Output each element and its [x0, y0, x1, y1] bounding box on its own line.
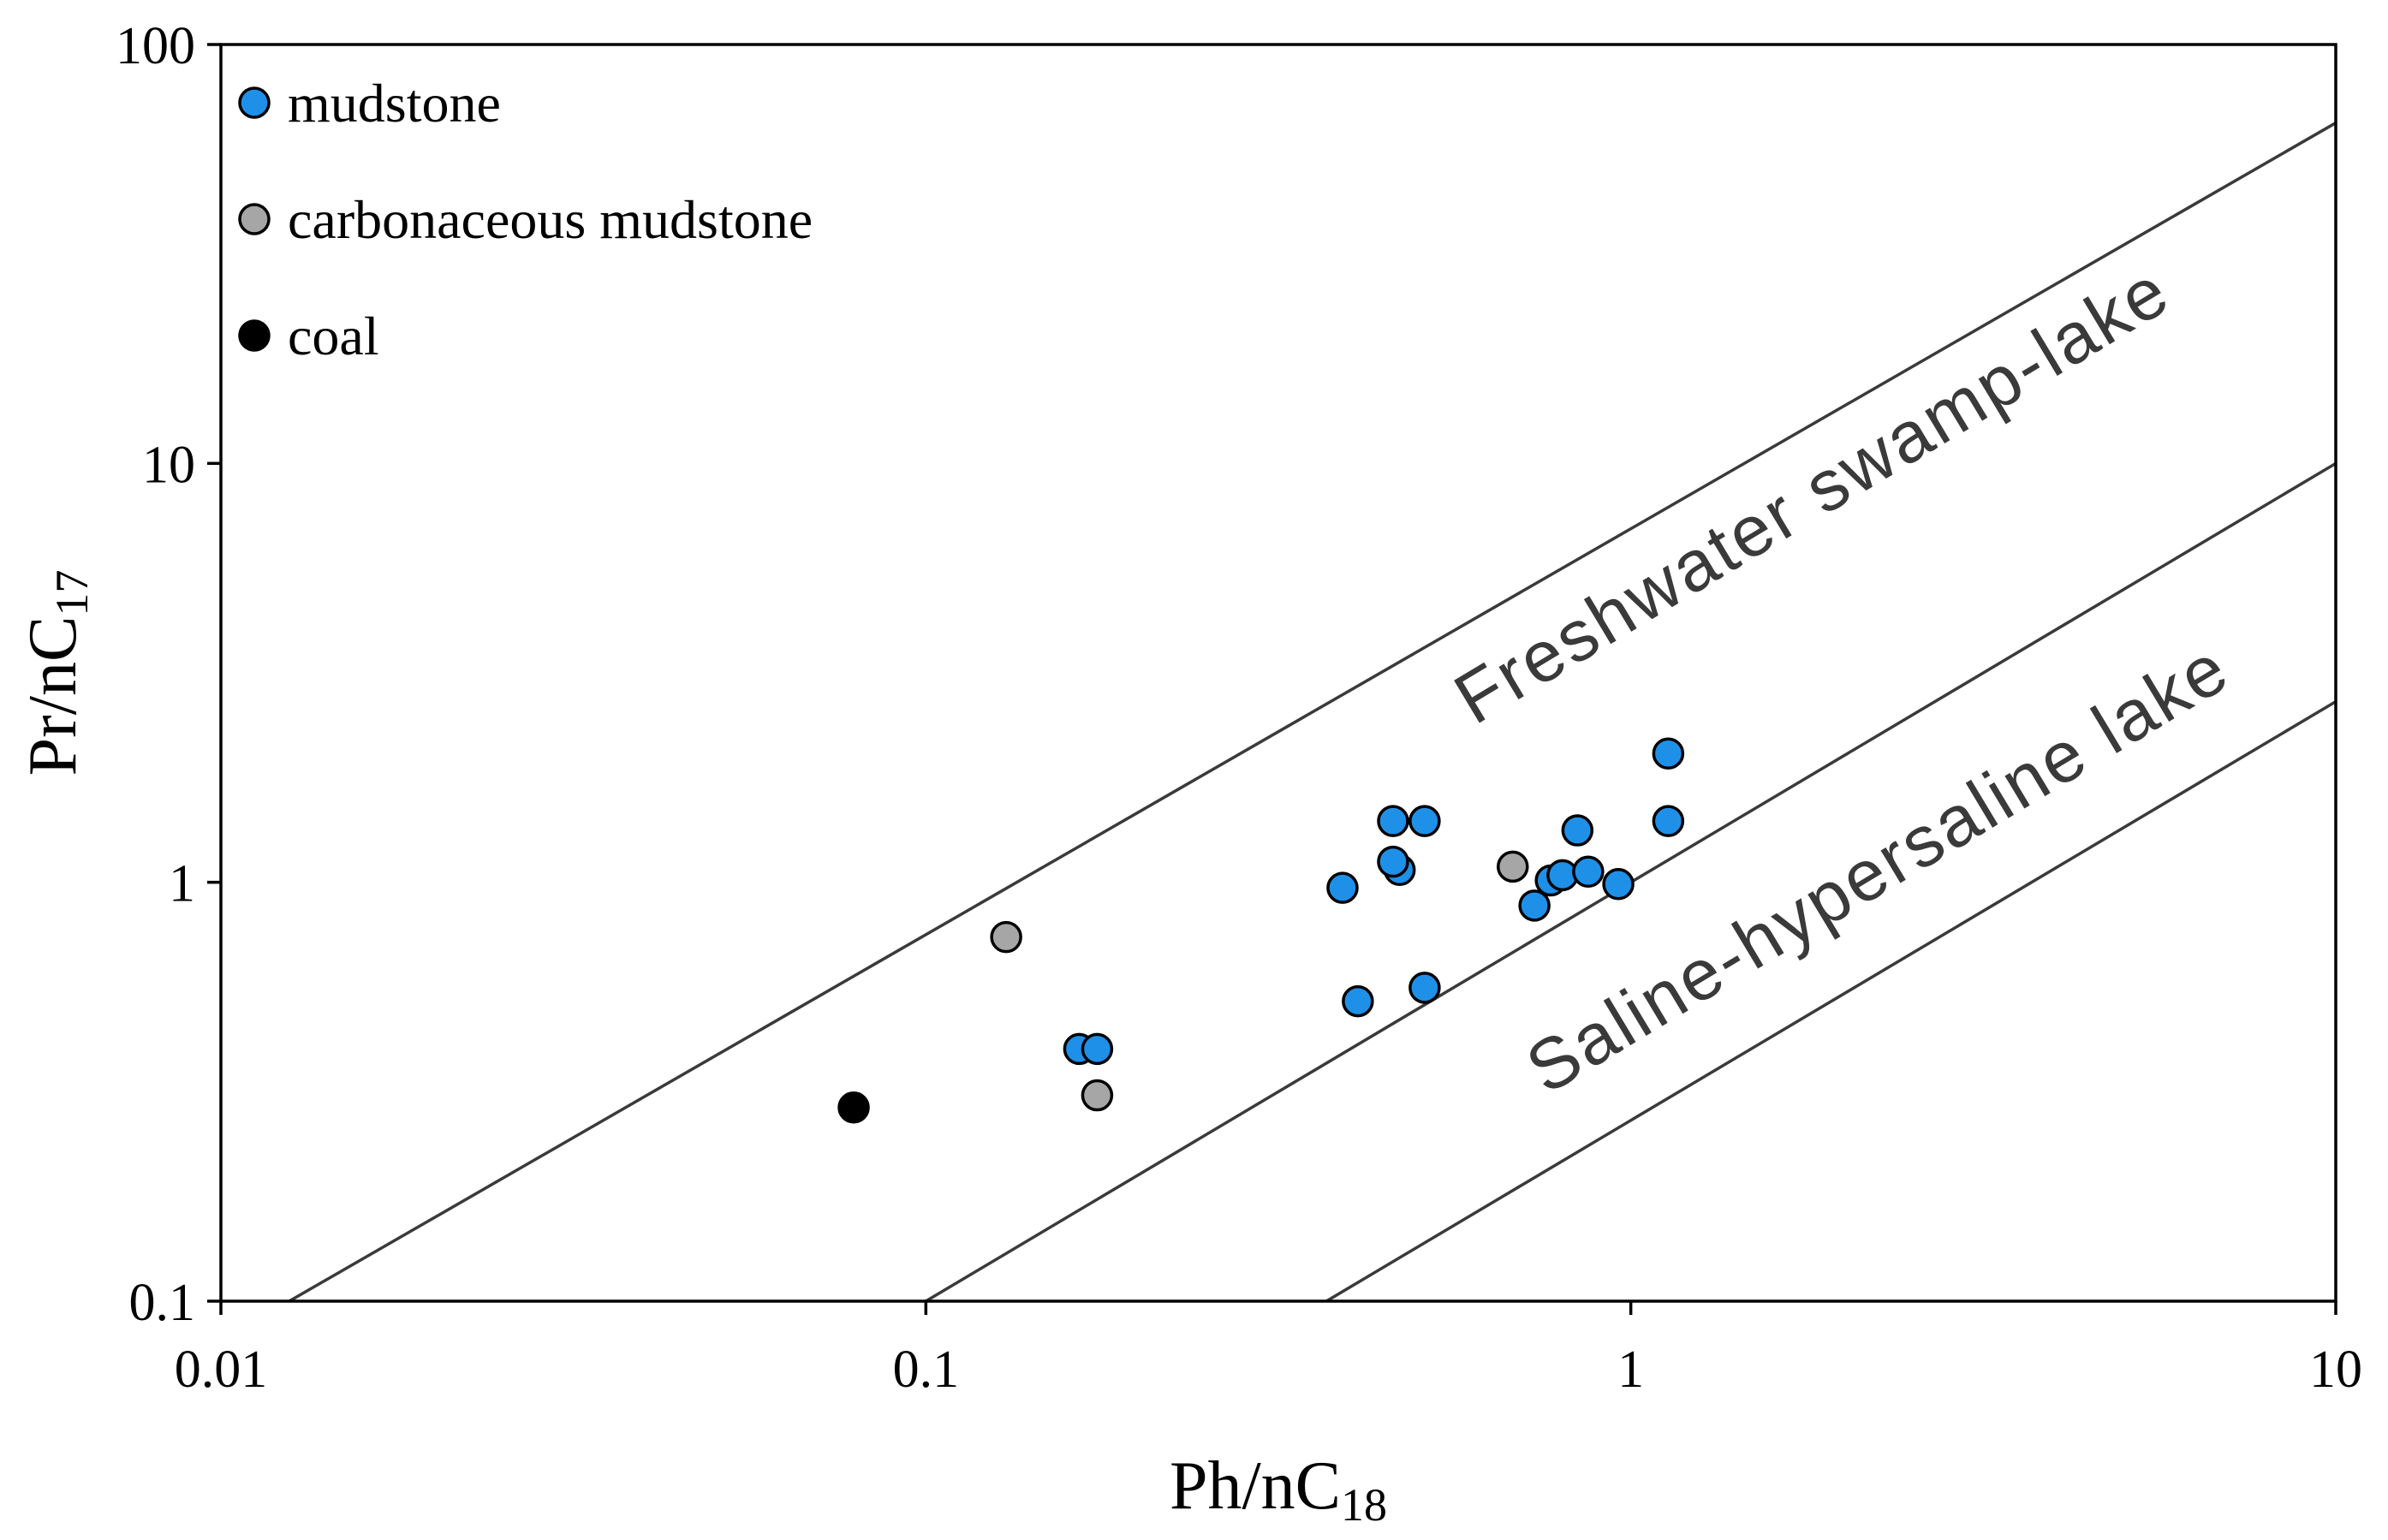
zone-label-freshwater: Freshwater swamp-lake [1441, 249, 2183, 739]
x-tick-label: 0.1 [893, 1341, 960, 1399]
data-point-mudstone [1572, 855, 1605, 889]
y-axis-title: Pr/nC17 [15, 570, 98, 776]
x-axis-title: Ph/nC18 [1170, 1448, 1387, 1531]
data-point-mudstone [1081, 1032, 1114, 1066]
data-point-mudstone [1377, 805, 1409, 837]
y-tick-label: 0.1 [129, 1274, 196, 1332]
x-tick-label: 1 [1617, 1341, 1644, 1399]
data-point-coal [837, 1091, 870, 1124]
reference-line [1325, 700, 2336, 1301]
zone-labels: Freshwater swamp-lake Saline-hypersaline… [1441, 249, 2242, 1109]
data-point-mudstone [1652, 737, 1685, 770]
y-tick-label: 10 [142, 436, 195, 494]
y-tick-label: 1 [169, 855, 195, 913]
legend-item-carbonaceous-mudstone: carbonaceous mudstone [238, 189, 813, 250]
legend: mudstone carbonaceous mudstone coal [238, 73, 813, 366]
data-point-mudstone [1377, 845, 1409, 878]
legend-item-coal: coal [238, 306, 379, 366]
x-tick-label: 0.01 [175, 1341, 268, 1399]
reference-line [288, 122, 2336, 1301]
data-point-mudstone [1326, 871, 1359, 904]
y-axis-ticks: 0.1 1 10 100 [116, 17, 221, 1332]
y-tick-label: 100 [116, 17, 195, 75]
reference-lines [288, 122, 2336, 1301]
zone-label-saline: Saline-hypersaline lake [1513, 627, 2242, 1109]
data-point-mudstone [1518, 889, 1551, 922]
x-axis-ticks: 0.01 0.1 1 10 [175, 1301, 2362, 1399]
legend-marker-mudstone [238, 86, 271, 119]
data-point-mudstone [1602, 868, 1635, 901]
x-tick-label: 10 [2309, 1341, 2362, 1399]
legend-marker-coal [238, 319, 271, 352]
legend-marker-carbonaceous-mudstone [238, 203, 271, 235]
legend-label-coal: coal [288, 306, 379, 366]
data-point-carbonaceous-mudstone [1081, 1079, 1114, 1112]
legend-item-mudstone: mudstone [238, 73, 501, 134]
data-point-mudstone [1408, 972, 1441, 1004]
data-point-mudstone [1561, 814, 1594, 847]
data-points [837, 737, 1685, 1124]
data-point-mudstone [1652, 805, 1685, 837]
plot-frame [219, 43, 2337, 1303]
legend-label-mudstone: mudstone [288, 73, 501, 134]
data-point-carbonaceous-mudstone [1497, 850, 1529, 883]
legend-label-carbonaceous-mudstone: carbonaceous mudstone [288, 189, 813, 250]
data-point-carbonaceous-mudstone [990, 920, 1022, 954]
data-point-mudstone [1342, 984, 1374, 1018]
data-point-mudstone [1408, 805, 1441, 837]
